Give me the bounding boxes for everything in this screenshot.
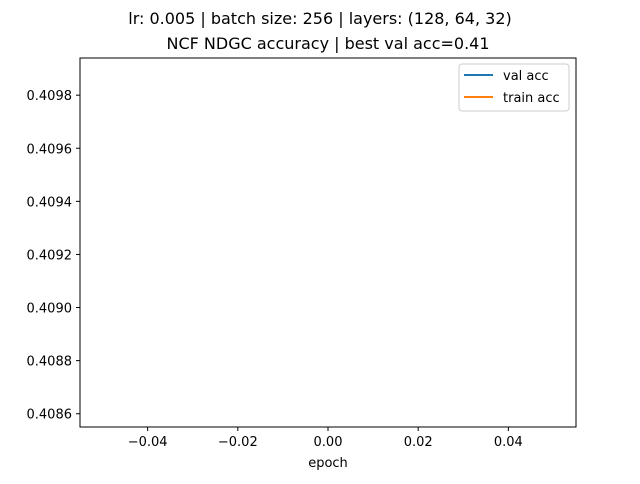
y-tick-label: 0.4098 [27,89,73,104]
plot-area [79,57,577,428]
x-tick-label: 0.02 [404,435,433,450]
legend-label: train acc [503,91,560,106]
y-axis: 0.4086 0.4088 0.4090 0.4092 0.4094 0.4096 0.40… [27,89,80,423]
x-tick-label: 0.00 [314,435,343,450]
x-axis: −0.04 −0.02 0.00 0.02 0.04 [128,427,523,450]
y-tick-label: 0.4096 [27,142,73,157]
legend-label: val acc [503,69,549,84]
x-tick-label: −0.04 [128,435,168,450]
y-tick-label: 0.4092 [27,248,73,263]
x-tick-label: −0.02 [218,435,258,450]
y-tick-label: 0.4090 [27,302,73,317]
legend: val acc train acc [458,63,570,112]
chart-suptitle: lr: 0.005 | batch size: 256 | layers: (1… [128,9,511,28]
y-tick-label: 0.4094 [27,195,73,210]
chart-title: NCF NDGC accuracy | best val acc=0.41 [166,34,489,53]
y-tick-label: 0.4088 [27,355,73,370]
x-tick-label: 0.04 [494,435,523,450]
y-tick-label: 0.4086 [27,408,73,423]
x-axis-label: epoch [308,456,348,471]
